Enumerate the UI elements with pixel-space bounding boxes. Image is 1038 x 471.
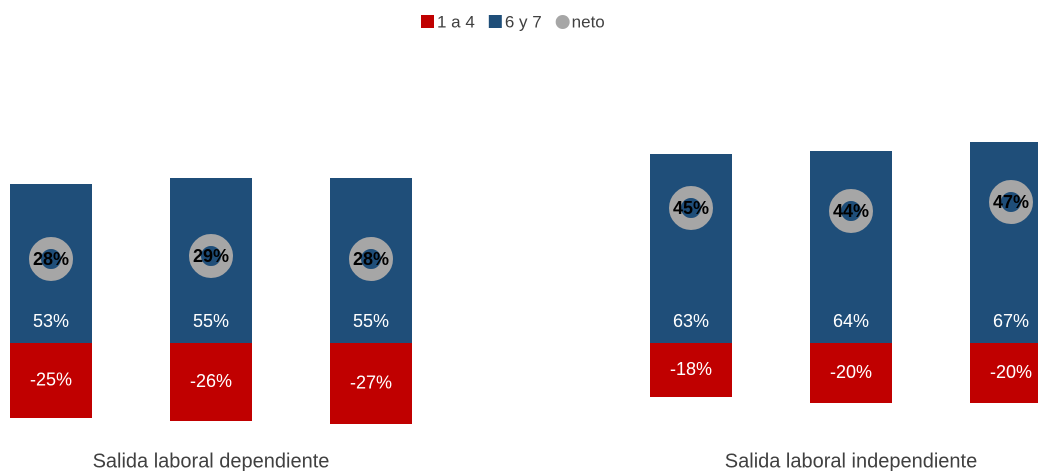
value-label: -18%: [670, 359, 712, 379]
bar-segment: [810, 343, 892, 403]
bar-segment: [330, 343, 412, 424]
neto-label: 28%: [353, 249, 389, 269]
value-label: 55%: [193, 311, 229, 331]
bar-segment: [650, 154, 732, 343]
bar-segment: [970, 142, 1038, 343]
neto-label: 45%: [673, 198, 709, 218]
value-label: 63%: [673, 311, 709, 331]
neto-marker: [989, 180, 1033, 224]
value-label: 64%: [833, 311, 869, 331]
bar-segment: [970, 343, 1038, 403]
value-label: -26%: [190, 371, 232, 391]
value-label: -27%: [350, 372, 392, 392]
bar-segment: [650, 343, 732, 397]
group-label: Salida laboral independiente: [725, 450, 977, 471]
neto-marker: [29, 237, 73, 281]
neto-label: 29%: [193, 246, 229, 266]
legend-label: 1 a 4: [437, 12, 475, 31]
value-label: -25%: [30, 369, 72, 389]
bar-segment: [170, 343, 252, 421]
value-label: -20%: [990, 362, 1032, 382]
group-label: Salida laboral dependiente: [93, 450, 330, 471]
neto-label: 28%: [33, 249, 69, 269]
value-label: 53%: [33, 311, 69, 331]
legend-swatch: [555, 15, 570, 29]
neto-label: 47%: [993, 192, 1029, 212]
legend-label: 6 y 7: [505, 12, 542, 31]
legend-label: neto: [572, 12, 605, 31]
value-label: -20%: [830, 362, 872, 382]
legend-swatch: [488, 15, 502, 28]
value-label: 67%: [993, 311, 1029, 331]
bar-segment: [10, 343, 92, 418]
bar-segment: [810, 151, 892, 343]
neto-marker: [189, 234, 233, 278]
neto-marker: [829, 189, 873, 233]
value-label: 55%: [353, 311, 389, 331]
neto-marker: [349, 237, 393, 281]
neto-label: 44%: [833, 201, 869, 221]
legend-swatch: [421, 15, 434, 28]
neto-marker: [669, 186, 713, 230]
